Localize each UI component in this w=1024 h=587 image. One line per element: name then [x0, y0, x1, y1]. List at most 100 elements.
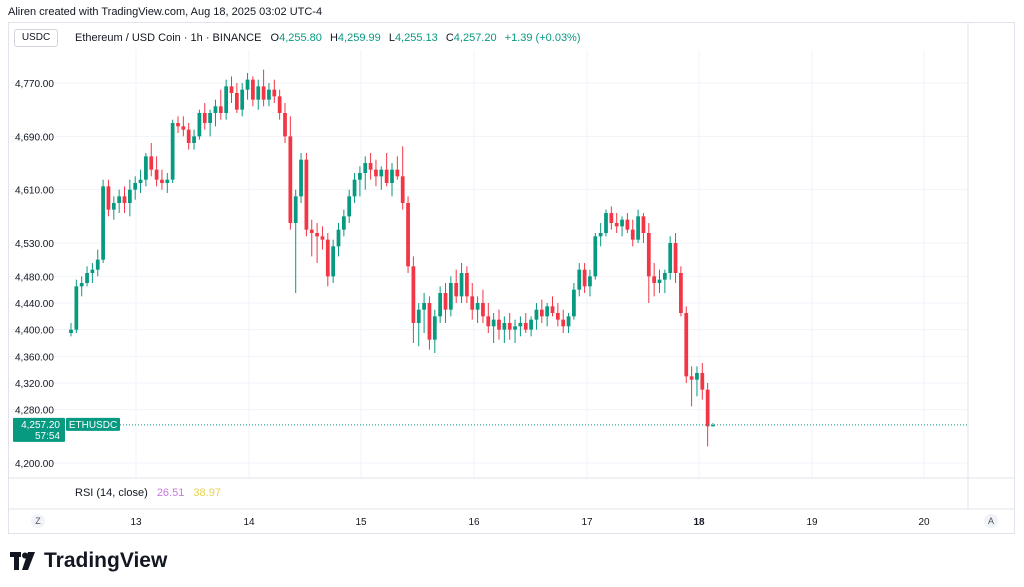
candle-body: [218, 106, 223, 113]
x-tick-label: 17: [581, 517, 593, 528]
candle-body: [695, 373, 699, 380]
candle-body: [90, 269, 95, 273]
candle-body: [555, 313, 560, 320]
legend-low: 4,255.13: [394, 32, 438, 44]
candle-body: [261, 86, 266, 100]
candle-body: [465, 273, 469, 297]
candle-body: [186, 129, 191, 143]
candle-body: [432, 316, 437, 340]
candle-body: [689, 376, 694, 380]
x-tick-label: 18: [693, 517, 705, 528]
candle-body: [79, 283, 84, 287]
candle-body: [668, 243, 673, 273]
candle-body: [165, 179, 170, 183]
candle-body: [267, 89, 271, 100]
candle-body: [395, 169, 400, 177]
x-tick-label: 14: [243, 517, 255, 528]
y-tick-label: 4,530.00: [15, 239, 54, 250]
candle-body: [138, 179, 143, 183]
y-tick-label: 4,480.00: [15, 272, 54, 283]
candle-body: [256, 86, 261, 100]
candle-body: [513, 326, 517, 330]
legend-open-label: O: [270, 32, 280, 44]
candle-body: [566, 316, 571, 327]
rsi-legend: RSI (14, close) 26.51 38.97: [75, 487, 221, 499]
candle-body: [561, 319, 566, 327]
chart-panel[interactable]: [8, 22, 1015, 534]
candle-body: [406, 203, 410, 267]
ohlc-legend: Ethereum / USD Coin · 1h · BINANCE O 4,25…: [75, 32, 586, 44]
candle-body: [609, 213, 614, 223]
y-tick-label: 4,440.00: [15, 299, 54, 310]
candle-body: [320, 236, 325, 240]
candle-body: [620, 219, 624, 227]
candle-body: [598, 233, 603, 237]
legend-title: Ethereum / USD Coin · 1h · BINANCE: [75, 32, 262, 44]
candle-body: [122, 196, 127, 203]
candle-body: [593, 236, 598, 277]
x-tick-label: 16: [468, 517, 480, 528]
candle-body: [347, 196, 352, 217]
candle-body: [213, 106, 218, 113]
x-tick-label: 15: [355, 517, 367, 528]
legend-close-label: C: [445, 32, 454, 44]
candle-body: [208, 113, 212, 123]
symbol-button[interactable]: USDC: [14, 29, 58, 47]
candle-body: [133, 183, 138, 190]
candle-body: [614, 223, 619, 227]
candle-body: [229, 86, 234, 93]
y-tick-label: 4,280.00: [15, 406, 54, 417]
candle-body: [518, 323, 523, 327]
y-tick-label: 4,610.00: [15, 186, 54, 197]
last-price-value: 4,257.20: [21, 420, 60, 431]
candle-body: [636, 216, 640, 240]
candle-body: [379, 169, 384, 177]
candle-body: [277, 96, 282, 113]
rsi-label: RSI (14, close): [75, 487, 148, 499]
candle-body: [325, 239, 330, 277]
zoom-button[interactable]: Z: [31, 514, 45, 528]
tradingview-logo-icon: [10, 552, 35, 570]
candle-body: [106, 186, 111, 210]
candle-body: [438, 293, 443, 317]
candle-body: [390, 169, 394, 183]
candle-body: [288, 136, 293, 223]
candle-body: [582, 269, 587, 287]
tradingview-logo: TradingView: [10, 549, 167, 573]
legend-close: 4,257.20: [453, 32, 497, 44]
y-tick-label: 4,320.00: [15, 379, 54, 390]
candle-body: [502, 323, 507, 330]
candle-body: [368, 163, 373, 170]
legend-high-label: H: [329, 32, 338, 44]
candle-body: [245, 79, 250, 90]
candle-body: [422, 303, 426, 310]
candle-body: [454, 283, 459, 297]
candle-body: [700, 373, 705, 390]
auto-scale-button[interactable]: A: [984, 514, 998, 528]
candle-body: [539, 309, 544, 317]
last-price-label-bg: [13, 417, 65, 442]
candle-body: [657, 279, 662, 283]
candle-body: [534, 309, 539, 320]
logo-text: TradingView: [44, 549, 168, 572]
candle-body: [443, 293, 448, 310]
candle-body: [85, 273, 89, 283]
candle-body: [705, 389, 710, 427]
candle-body: [630, 229, 635, 240]
candle-body: [336, 229, 341, 247]
header-caption: Aliren created with TradingView.com, Aug…: [8, 6, 323, 18]
candle-body: [144, 156, 148, 180]
candle-body: [641, 216, 646, 233]
x-tick-label: 20: [918, 517, 930, 528]
candle-body: [154, 169, 159, 180]
x-tick-label: 13: [130, 517, 142, 528]
candle-body: [491, 319, 496, 327]
candle-body: [197, 113, 202, 137]
candle-body: [572, 289, 576, 317]
candle-body: [224, 86, 229, 113]
candle-body: [69, 329, 73, 333]
candle-body: [475, 303, 480, 310]
rsi-value-1: 26.51: [156, 487, 185, 499]
